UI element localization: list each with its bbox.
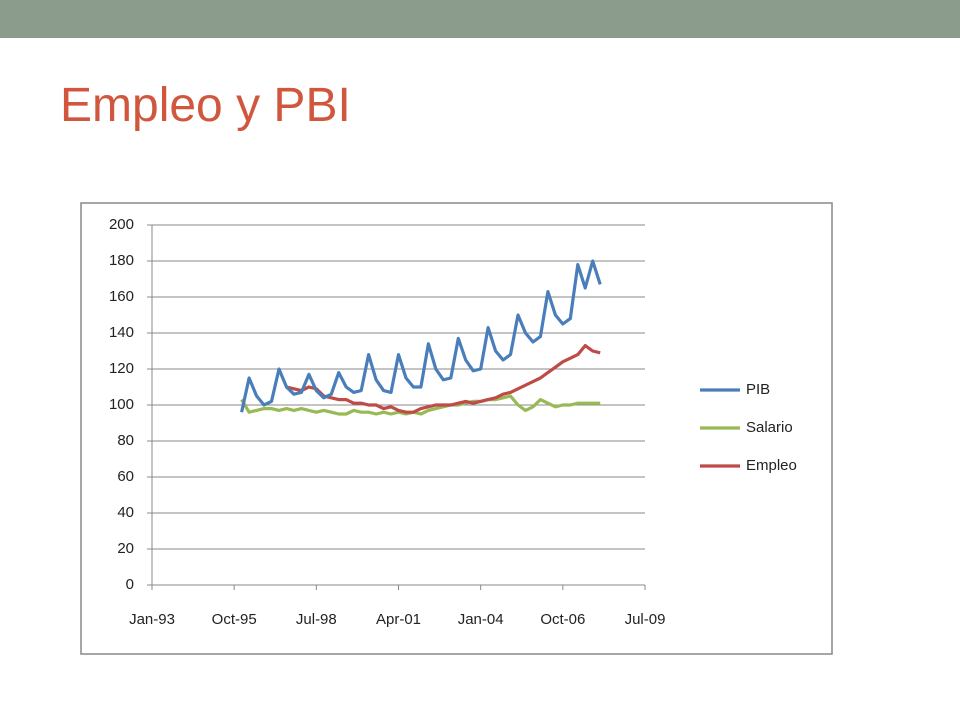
y-tick-label: 200 — [109, 216, 134, 233]
series-line — [240, 259, 602, 413]
series-line — [240, 394, 601, 416]
x-tick-label: Jan-04 — [458, 611, 504, 628]
y-tick-label: 40 — [117, 504, 134, 521]
y-tick-label: 0 — [126, 576, 134, 593]
series-line — [286, 344, 601, 414]
top-bar — [0, 0, 960, 38]
x-tick-label: Jul-09 — [625, 611, 666, 628]
x-tick-label: Jul-98 — [296, 611, 337, 628]
y-tick-label: 80 — [117, 432, 134, 449]
y-tick-label: 140 — [109, 324, 134, 341]
x-tick-label: Oct-95 — [212, 611, 257, 628]
slide-title: Empleo y PBI — [60, 79, 351, 132]
y-tick-label: 60 — [117, 468, 134, 485]
y-tick-label: 100 — [109, 396, 134, 413]
x-tick-label: Oct-06 — [540, 611, 585, 628]
y-tick-label: 180 — [109, 252, 134, 269]
x-tick-label: Jan-93 — [129, 611, 175, 628]
legend-label: Salario — [746, 419, 793, 436]
x-tick-label: Apr-01 — [376, 611, 421, 628]
legend-label: PIB — [746, 381, 770, 398]
y-tick-label: 120 — [109, 360, 134, 377]
legend-label: Empleo — [746, 457, 797, 474]
y-tick-label: 20 — [117, 540, 134, 557]
y-tick-label: 160 — [109, 288, 134, 305]
